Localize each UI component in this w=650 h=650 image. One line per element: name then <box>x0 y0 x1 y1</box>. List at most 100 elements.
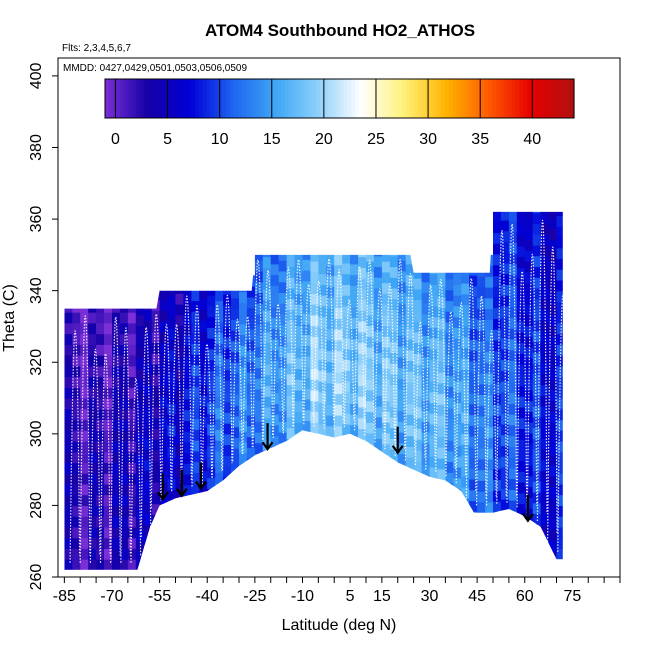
heatmap-cell <box>199 330 208 343</box>
heatmap-cell <box>508 211 518 222</box>
heatmap-cell <box>80 537 89 549</box>
heatmap-cell <box>72 526 81 539</box>
heatmap-cell <box>294 325 303 337</box>
heatmap-cell <box>326 296 335 309</box>
colorbar-segment <box>366 79 372 118</box>
heatmap-cell <box>326 425 335 438</box>
heatmap-cell <box>556 269 563 281</box>
heatmap-cell <box>429 295 438 307</box>
heatmap-cell <box>373 427 383 439</box>
heatmap-cell <box>437 447 446 459</box>
y-tick-label: 380 <box>28 134 45 161</box>
flight-profile <box>171 323 182 492</box>
heatmap-cell <box>556 537 563 549</box>
heatmap-cell <box>127 290 137 302</box>
heatmap-cell <box>135 293 145 305</box>
heatmap-cell <box>516 471 526 483</box>
heatmap-cell <box>215 429 224 441</box>
heatmap-cell <box>326 404 335 416</box>
heatmap-cell <box>286 427 296 439</box>
heatmap-cell <box>64 333 73 345</box>
heatmap-cell <box>453 305 462 318</box>
heatmap-cell <box>112 537 121 549</box>
heatmap-cell <box>239 334 248 346</box>
heatmap-cell <box>358 245 367 258</box>
heatmap-cell <box>548 282 558 294</box>
heatmap-cell <box>302 388 311 400</box>
heatmap-cell <box>72 537 81 549</box>
heatmap-cell <box>96 559 105 570</box>
heatmap-cell <box>127 312 137 324</box>
heatmap-cell <box>104 419 113 431</box>
heatmap-cell <box>548 239 558 251</box>
heatmap-cell <box>246 361 256 373</box>
heatmap-cell <box>540 513 550 525</box>
heatmap-cell <box>485 448 494 460</box>
heatmap-cell <box>516 460 526 472</box>
flight-profile <box>313 280 324 427</box>
heatmap-cell <box>278 303 288 315</box>
heatmap-cell <box>294 271 303 284</box>
heatmap-cell <box>548 486 558 498</box>
colorbar-segment <box>253 79 259 118</box>
heatmap-cell <box>127 301 137 313</box>
flight-profile <box>160 324 172 496</box>
heatmap-cell <box>96 494 105 506</box>
heatmap-cell <box>167 274 176 286</box>
heatmap-cell <box>437 264 446 276</box>
y-tick-label: 280 <box>28 492 45 519</box>
heatmap-cell <box>366 422 375 434</box>
heatmap-cell <box>159 353 169 365</box>
heatmap-cell <box>421 303 431 315</box>
heatmap-cell <box>223 390 232 403</box>
flight-profile <box>404 273 416 461</box>
flight-profile <box>282 266 294 434</box>
heatmap-cell <box>286 373 296 386</box>
heatmap-cell <box>88 526 97 539</box>
heatmap-cell <box>302 302 311 314</box>
heatmap-cell <box>334 318 343 330</box>
colorbar-segment <box>394 79 399 118</box>
heatmap-cell <box>540 266 550 278</box>
heatmap-cell <box>358 235 367 247</box>
heatmap-cell <box>199 298 208 310</box>
heatmap-cell <box>469 446 478 459</box>
heatmap-cell <box>493 490 502 502</box>
colorbar-segment <box>409 79 415 118</box>
heatmap-cell <box>524 336 534 348</box>
flight-profile <box>181 295 192 489</box>
heatmap-cell <box>64 516 73 528</box>
heatmap-cell <box>500 220 510 232</box>
heatmap-cell <box>310 400 319 412</box>
heatmap-cell <box>104 570 113 581</box>
heatmap-cell <box>159 342 169 354</box>
heatmap-cell <box>143 373 153 386</box>
heatmap-cell <box>342 338 351 350</box>
heatmap-cell <box>548 443 558 455</box>
heatmap-cell <box>334 404 343 416</box>
heatmap-cell <box>556 344 563 356</box>
heatmap-cell <box>270 296 280 308</box>
heatmap-cell <box>405 242 415 254</box>
heatmap-cell <box>135 368 145 380</box>
heatmap-cell <box>477 415 486 428</box>
heatmap-cell <box>239 463 248 475</box>
heatmap-cell <box>500 499 510 511</box>
heatmap-cell <box>231 426 240 438</box>
arrow-markers <box>156 423 534 523</box>
heatmap-cell <box>72 505 81 517</box>
flight-profile <box>333 269 345 430</box>
colorbar-segment <box>523 79 528 118</box>
heatmap-cell <box>112 387 121 399</box>
heatmap-cell <box>223 476 232 489</box>
heatmap-cell <box>500 230 510 242</box>
heatmap-cell <box>318 262 327 275</box>
heatmap-cell <box>239 356 248 368</box>
heatmap-cell <box>112 365 121 378</box>
heatmap-cell <box>532 320 542 332</box>
colorbar-segment <box>531 79 536 118</box>
heatmap-cell <box>119 419 129 431</box>
heatmap-cell <box>453 434 462 446</box>
heatmap-cell <box>119 344 129 356</box>
heatmap-cell <box>500 316 510 328</box>
